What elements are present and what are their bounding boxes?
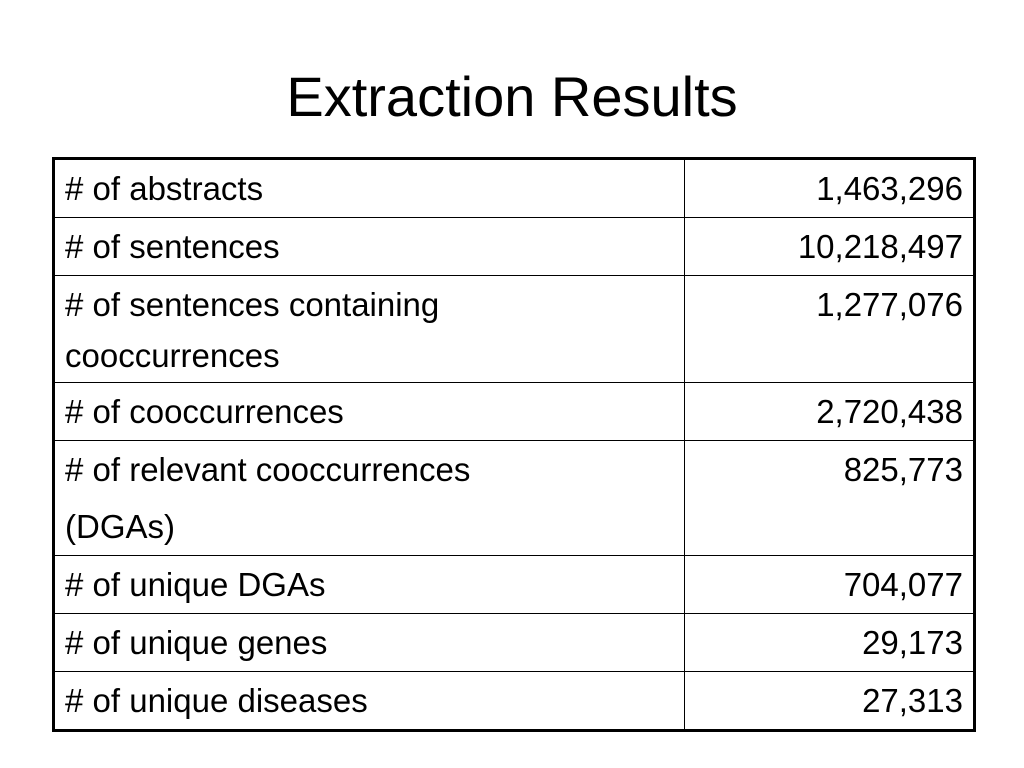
row-value: 29,173 [684,613,975,672]
table-row: # of abstracts 1,463,296 [53,158,975,218]
row-value: 1,277,076 [684,275,975,383]
row-value: 825,773 [684,440,975,556]
row-label: # of unique DGAs [53,555,685,614]
row-label-line: # of sentences containing [65,286,440,323]
row-value: 1,463,296 [684,158,975,218]
table-row: # of unique DGAs 704,077 [53,555,975,614]
row-label: # of cooccurrences [53,382,685,441]
slide-title: Extraction Results [286,65,738,128]
row-label: # of sentences [53,217,685,276]
row-label: # of unique diseases [53,671,685,731]
table-row: # of relevant cooccurrences (DGAs) 825,7… [53,440,975,556]
row-value: 10,218,497 [684,217,975,276]
row-value: 2,720,438 [684,382,975,441]
row-value: 704,077 [684,555,975,614]
table-row: # of unique genes 29,173 [53,613,975,672]
table-row: # of unique diseases 27,313 [53,671,975,731]
row-value: 27,313 [684,671,975,731]
table-row: # of sentences 10,218,497 [53,217,975,276]
row-label: # of relevant cooccurrences (DGAs) [53,440,685,556]
row-label-line: (DGAs) [65,508,175,545]
row-label: # of unique genes [53,613,685,672]
row-label-line: # of relevant cooccurrences [65,451,471,488]
extraction-results-table: # of abstracts 1,463,296 # of sentences … [52,157,976,732]
table-row: # of cooccurrences 2,720,438 [53,382,975,441]
table-row: # of sentences containing cooccurrences … [53,275,975,383]
row-label-line: cooccurrences [65,337,280,374]
row-label: # of sentences containing cooccurrences [53,275,685,383]
row-label: # of abstracts [53,158,685,218]
